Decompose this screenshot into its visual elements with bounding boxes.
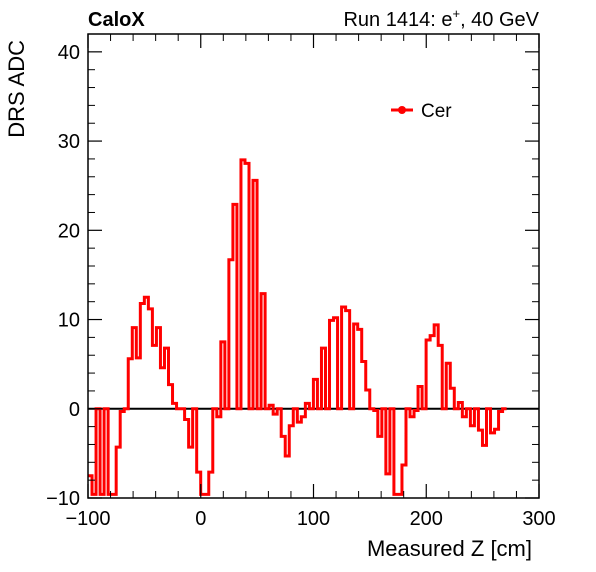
legend: Cer	[391, 101, 452, 122]
y-axis-title: DRS ADC	[4, 40, 29, 138]
run-label: Run 1414: e	[343, 9, 452, 31]
y-tick-label: 30	[58, 131, 80, 153]
x-tick-label: 0	[195, 508, 206, 530]
x-tick-label: 200	[410, 508, 443, 530]
x-tick-label: −100	[65, 508, 110, 530]
y-tick-label: 20	[58, 220, 80, 242]
legend-marker	[398, 106, 406, 114]
run-superscript: +	[452, 6, 460, 21]
legend-label-cer: Cer	[421, 101, 452, 122]
header-left-label: CaloX	[88, 9, 145, 31]
y-tick-label: 40	[58, 42, 80, 64]
series-cer-line	[88, 158, 507, 496]
x-tick-label: 100	[297, 508, 330, 530]
plot-layer	[88, 158, 539, 496]
y-tick-label: 10	[58, 310, 80, 332]
y-tick-label: 0	[69, 399, 80, 421]
run-suffix: , 40 GeV	[460, 9, 540, 31]
y-tick-label: −10	[46, 488, 80, 510]
run-info-label: Run 1414: e+, 40 GeV	[343, 6, 539, 31]
x-tick-label: 300	[522, 508, 555, 530]
plot-frame	[87, 33, 540, 499]
x-axis-title: Measured Z [cm]	[367, 536, 532, 561]
